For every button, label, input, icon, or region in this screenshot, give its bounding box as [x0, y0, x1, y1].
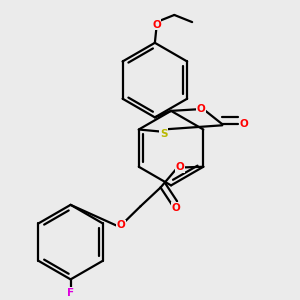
Text: S: S: [160, 129, 167, 139]
Text: F: F: [67, 288, 74, 298]
Text: O: O: [196, 103, 205, 114]
Text: O: O: [152, 20, 161, 30]
Text: O: O: [240, 119, 249, 129]
Text: O: O: [172, 203, 181, 213]
Text: O: O: [117, 220, 125, 230]
Text: O: O: [176, 162, 184, 172]
